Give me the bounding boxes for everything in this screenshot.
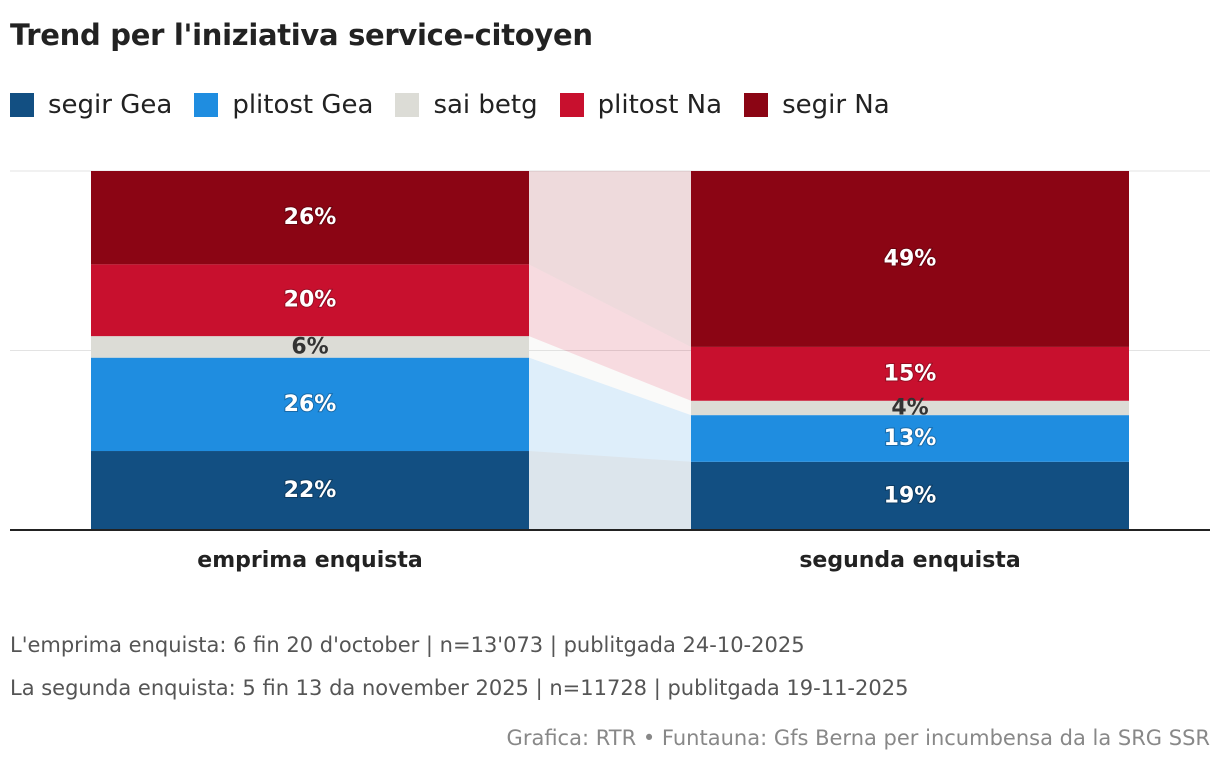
data-label: 49% [884, 246, 937, 271]
bar-segment-sai-betg-1 [691, 400, 1129, 416]
bar-segment-segir-na-1 [691, 171, 1129, 347]
connector-plitost-gea [529, 357, 691, 462]
connector-segir-gea [529, 451, 691, 530]
legend-swatch [10, 93, 34, 117]
legend-label: segir Na [782, 90, 890, 120]
data-label: 6% [291, 334, 328, 359]
chart-title: Trend per l'iniziativa service-citoyen [10, 18, 593, 52]
data-label: 26% [284, 205, 337, 230]
data-label: 19% [884, 483, 937, 508]
legend-item-plitost-gea: plitost Gea [194, 90, 373, 120]
legend-item-sai-betg: sai betg [395, 90, 538, 120]
legend-item-segir-na: segir Na [744, 90, 890, 120]
legend-item-plitost-na: plitost Na [559, 90, 723, 120]
note-first-survey: L'emprima enquista: 6 fin 20 d'october |… [10, 633, 805, 657]
legend-label: plitost Na [597, 90, 723, 120]
connector-segir-na [529, 171, 691, 347]
note-second-survey: La segunda enquista: 5 fin 13 da novembe… [10, 676, 909, 700]
category-label: emprima enquista [197, 548, 422, 573]
connector-plitost-na [529, 264, 691, 401]
legend-swatch [744, 93, 769, 117]
bar-segment-segir-na-0 [91, 171, 529, 265]
data-label: 26% [284, 392, 337, 417]
data-label: 22% [284, 478, 337, 503]
bar-segment-plitost-na-1 [691, 346, 1129, 401]
legend: segir Gea plitost Gea sai betg plitost N… [10, 90, 912, 120]
bar-segment-plitost-gea-1 [691, 415, 1129, 462]
bar-segment-plitost-gea-0 [91, 357, 529, 452]
legend-swatch [395, 93, 420, 117]
legend-label: segir Gea [48, 90, 173, 120]
legend-label: sai betg [433, 90, 538, 120]
data-label: 15% [884, 361, 937, 386]
survey-notes: L'emprima enquista: 6 fin 20 d'october |… [10, 624, 908, 710]
stacked-bar-chart: 22% 19% 26% 13% 6% 4% 20% 15% 26% 49% emprima enqu… [10, 170, 1210, 573]
legend-label: plitost Gea [232, 90, 374, 120]
source-credit: Grafica: RTR • Funtauna: Gfs Berna per i… [506, 726, 1210, 750]
category-label: segunda enquista [799, 548, 1020, 573]
connector-sai-betg [529, 336, 691, 416]
legend-item-segir-gea: segir Gea [10, 90, 172, 120]
bar-segment-segir-gea-0 [91, 451, 529, 530]
data-label: 13% [884, 426, 937, 451]
legend-swatch [559, 93, 584, 117]
legend-swatch [194, 93, 219, 117]
bar-segment-plitost-na-0 [91, 264, 529, 337]
bar-segment-sai-betg-0 [91, 336, 529, 358]
bar-segment-segir-gea-1 [691, 461, 1129, 530]
data-label: 20% [284, 288, 337, 313]
data-label: 4% [891, 395, 928, 420]
